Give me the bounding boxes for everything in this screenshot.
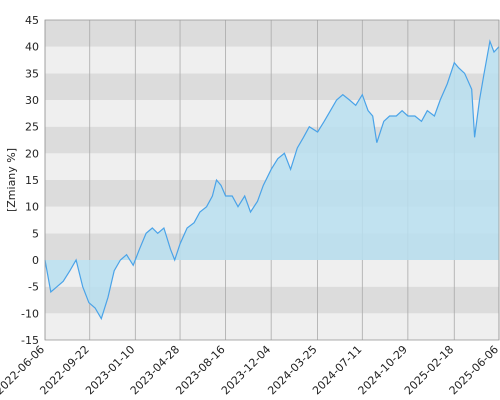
y-tick-label: 10 [25,201,39,214]
grid-band [45,20,499,47]
area [45,41,499,319]
y-axis-label: [Zmiany %] [5,148,18,212]
y-tick-label: 5 [32,227,39,240]
grid-band [45,286,499,314]
y-tick-label: -10 [21,307,39,320]
y-tick-label: 45 [25,14,39,27]
grid-band [45,260,499,287]
grid-band [45,46,499,74]
grid-band [45,73,499,100]
y-tick-label: 15 [25,174,39,187]
y-tick-label: 30 [25,94,39,107]
plot-frame [44,19,500,341]
grid-band [45,313,499,340]
y-tick-label: -5 [28,281,39,294]
line [44,39,500,321]
y-tick-label: 35 [25,67,39,80]
y-tick-label: 40 [25,41,39,54]
y-tick-label: 20 [25,147,39,160]
y-tick-label: -15 [21,334,39,347]
y-tick-label: 25 [25,121,39,134]
y-tick-label: 0 [32,254,39,267]
